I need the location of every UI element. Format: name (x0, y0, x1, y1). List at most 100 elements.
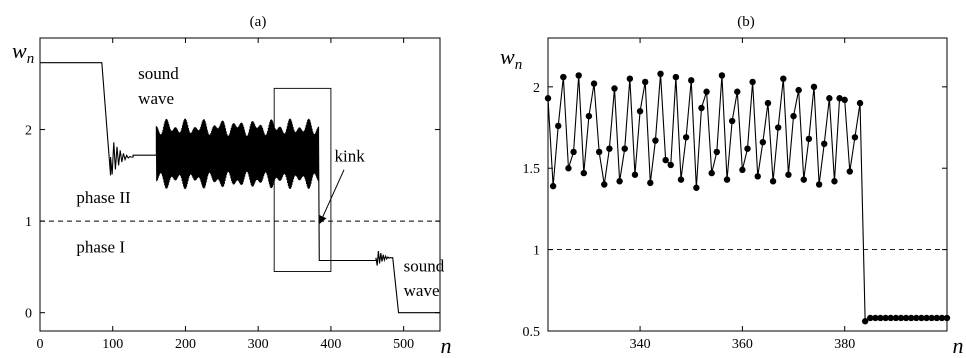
data-point-marker (749, 78, 756, 86)
annotation-label: wave (138, 89, 174, 108)
data-point-marker (616, 178, 623, 185)
data-point-marker (923, 314, 930, 322)
data-point-marker (601, 181, 608, 188)
panel-b-series-line (547, 73, 947, 323)
data-point-marker (897, 314, 905, 322)
data-point-marker (841, 96, 848, 104)
data-point-marker (810, 83, 818, 91)
panel-b-axes-box (547, 37, 948, 332)
data-point-marker (621, 145, 628, 152)
data-point-marker (570, 148, 577, 156)
data-point-marker (703, 88, 710, 95)
data-point-marker (938, 314, 946, 322)
data-point-marker (785, 171, 792, 178)
data-point-marker (769, 178, 777, 185)
y-tick-label: 2 (25, 124, 32, 139)
panel-a-label: (a) (250, 14, 267, 30)
data-point-marker (641, 78, 649, 86)
data-point-marker (636, 108, 644, 115)
data-point-marker (907, 314, 915, 322)
data-point-marker (728, 117, 736, 125)
data-point-marker (754, 173, 761, 180)
data-point-marker (882, 314, 889, 322)
y-tick-label: 1.5 (523, 162, 541, 177)
data-point-marker (826, 95, 833, 102)
data-point-marker (846, 168, 854, 175)
panel-a-annotations: sound wave phase II phase I kink sound wave (76, 64, 444, 300)
y-tick-label: 1 (25, 215, 32, 230)
data-point-marker (718, 72, 726, 79)
data-point-marker (744, 145, 751, 152)
data-point-marker (739, 166, 746, 174)
data-point-marker (856, 99, 864, 107)
y-tick-label: 0.5 (523, 325, 541, 340)
data-point-marker (795, 86, 802, 94)
x-tick-label: 360 (732, 337, 753, 352)
data-point-marker (708, 169, 715, 177)
annotation-label: phase I (76, 237, 125, 256)
x-tick-label: 100 (102, 337, 123, 352)
panel-a-x-ticks: 0 100 200 300 400 500 (37, 38, 414, 352)
x-tick-label: 340 (630, 337, 651, 352)
annotation-label: sound (138, 64, 179, 83)
data-point-marker (723, 176, 731, 183)
data-point-marker (590, 80, 598, 87)
data-point-marker (580, 169, 588, 177)
panel-b-xlabel: n (953, 333, 964, 358)
x-tick-label: 380 (834, 337, 855, 352)
data-point-marker (734, 88, 741, 95)
data-point-marker (851, 134, 859, 141)
data-point-marker (682, 134, 690, 141)
data-point-marker (790, 112, 797, 120)
panel-a-zoom-box (273, 87, 332, 272)
data-point-marker (575, 72, 582, 79)
panel-b-markers (544, 70, 951, 325)
panel-a-xlabel: n (441, 333, 452, 358)
data-point-marker (774, 124, 782, 131)
panel-a-ylabel: wn (12, 38, 34, 67)
x-tick-label: 400 (320, 337, 341, 352)
x-tick-label: 300 (248, 337, 269, 352)
data-point-marker (918, 314, 925, 322)
data-point-marker (626, 75, 634, 82)
panel-b-x-ticks: 340 360 380 (630, 38, 855, 352)
data-point-marker (647, 179, 654, 187)
panel-b: (b) wn n 340 360 380 0.5 1 1.5 2 (500, 14, 964, 358)
data-point-marker (667, 161, 674, 169)
data-point-marker (652, 137, 659, 144)
data-point-marker (913, 314, 920, 322)
panel-a-series-line (40, 62, 440, 314)
data-point-marker (555, 122, 562, 130)
kink-arrow (319, 169, 345, 224)
panel-b-y-ticks: 0.5 1 1.5 2 (523, 81, 947, 340)
data-point-marker (688, 77, 695, 84)
data-point-marker (606, 145, 613, 152)
data-point-marker (595, 148, 603, 156)
data-point-marker (821, 140, 828, 148)
panel-b-ylabel: wn (500, 44, 522, 73)
y-tick-label: 1 (533, 244, 540, 259)
data-point-marker (759, 138, 767, 146)
data-point-marker (831, 178, 838, 185)
data-point-marker (867, 314, 874, 322)
data-point-marker (698, 104, 705, 112)
data-point-marker (585, 112, 593, 120)
panel-b-label: (b) (737, 14, 755, 30)
data-point-marker (928, 314, 935, 322)
data-point-marker (800, 176, 807, 183)
data-point-marker (836, 95, 843, 102)
x-tick-label: 200 (175, 337, 196, 352)
y-tick-label: 2 (533, 81, 540, 96)
y-tick-label: 0 (25, 307, 32, 322)
data-point-marker (780, 75, 787, 82)
data-point-marker (672, 73, 680, 81)
data-point-marker (565, 165, 572, 172)
data-point-marker (657, 70, 664, 78)
data-point-marker (815, 181, 823, 188)
data-point-marker (872, 314, 879, 322)
data-point-marker (693, 184, 700, 191)
data-point-marker (560, 73, 567, 81)
data-point-marker (677, 176, 685, 183)
annotation-label: sound (404, 256, 445, 275)
